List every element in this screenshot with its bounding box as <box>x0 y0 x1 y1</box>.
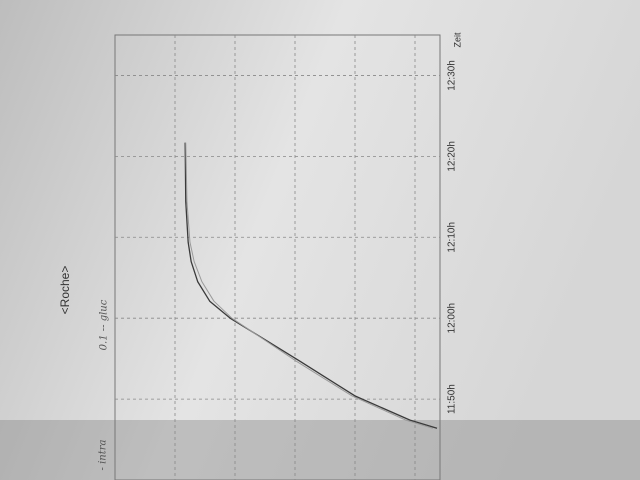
x-tick-label: 11:50h <box>447 384 458 414</box>
data-line <box>184 142 438 429</box>
shadow <box>0 420 640 480</box>
chart-title: <Roche> <box>58 266 72 315</box>
x-axis-label: Zeit <box>452 32 462 48</box>
x-tick-label: 12:10h <box>447 222 458 253</box>
legend-label: - intra <box>98 439 109 470</box>
plot-frame <box>114 34 441 480</box>
legend-label: 0.1 -- gluc <box>99 299 110 350</box>
x-tick-label: 12:30h <box>447 60 458 91</box>
x-tick-label: 12:00h <box>447 303 458 334</box>
x-tick-label: 12:20h <box>447 141 458 172</box>
value-grid <box>174 35 416 480</box>
data-line <box>185 142 433 429</box>
